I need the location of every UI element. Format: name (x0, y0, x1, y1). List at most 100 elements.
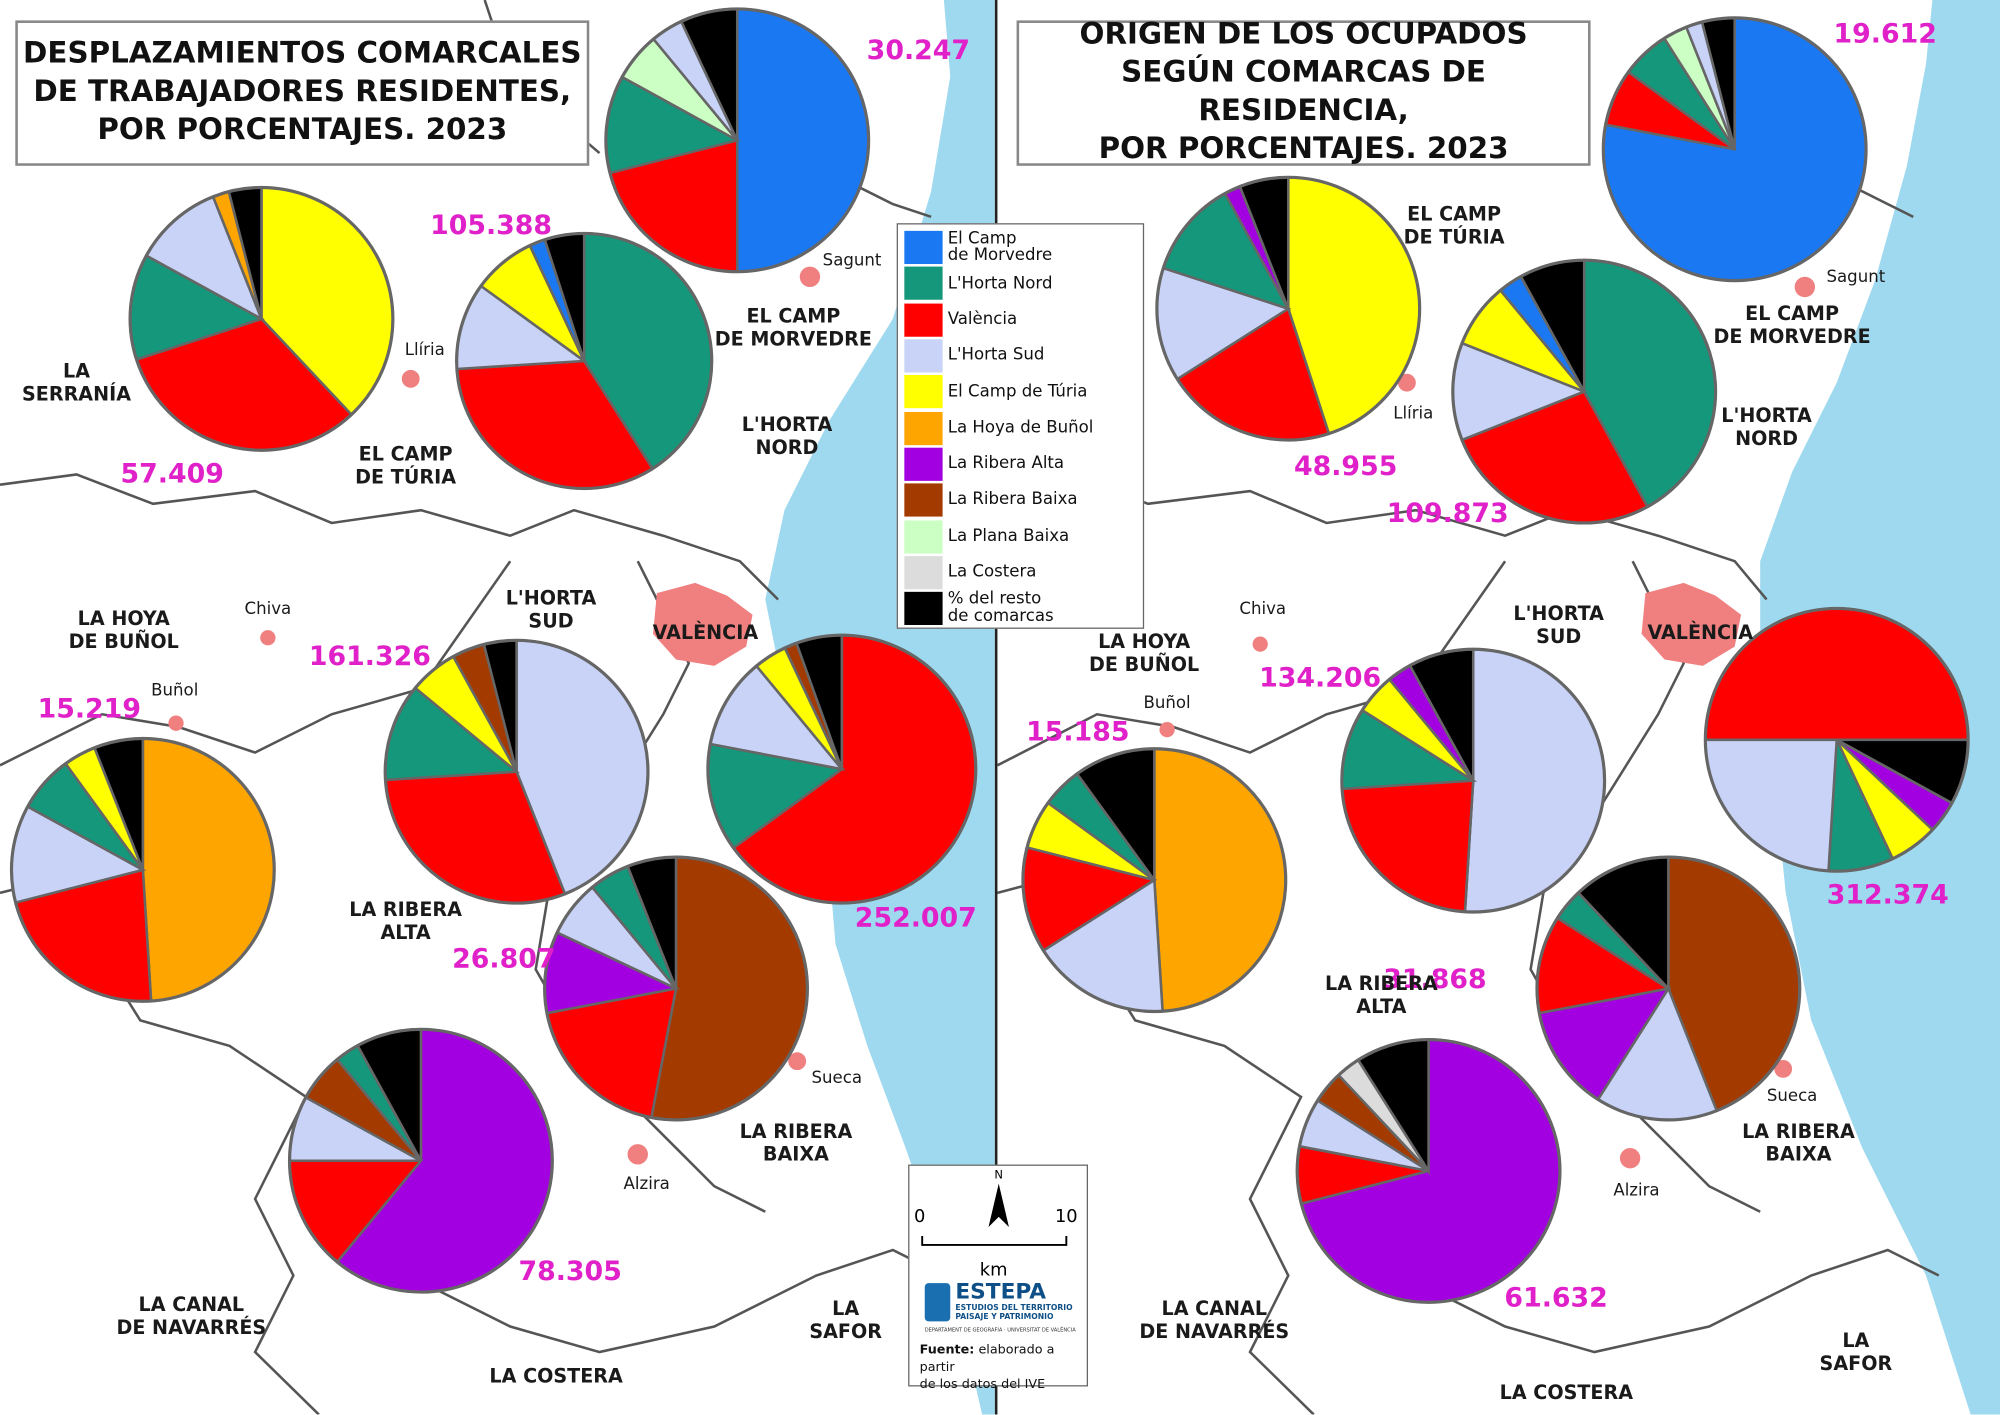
legend-swatch (904, 555, 943, 590)
place-label: VALÈNCIA (1647, 621, 1754, 645)
logo-department: DEPARTAMENT DE GEOGRAFIA · UNIVERSITAT D… (924, 1326, 1076, 1333)
place-label: L'HORTA NORD (741, 413, 833, 460)
pie-slice (1340, 779, 1475, 914)
place-label: Chiva (244, 599, 292, 619)
pie-outline (1021, 747, 1288, 1014)
legend-swatch (904, 375, 943, 409)
place-label: Alzira (1613, 1181, 1660, 1201)
scale-graphic: N 0 10 km (914, 1168, 1078, 1281)
legend-swatch (904, 339, 943, 373)
legend-swatch (904, 519, 943, 553)
legend-item: La Hoya de Buñol (904, 410, 1136, 446)
place-label: Llíria (404, 340, 445, 360)
place-label: Sueca (811, 1069, 862, 1089)
pie-total: 161.326 (308, 640, 431, 672)
pie-outline (1703, 606, 1970, 873)
pie-total: 109.873 (1386, 497, 1509, 529)
place-label: Chiva (1239, 599, 1287, 619)
legend-label: L'Horta Sud (947, 345, 1045, 366)
legend-item: L'Horta Nord (904, 266, 1136, 302)
place-label: LA RIBERA BAIXA (739, 1119, 853, 1166)
pie-slice (141, 737, 276, 1003)
legend-item: L'Horta Sud (904, 338, 1136, 374)
place-label: LA SAFOR (809, 1297, 882, 1344)
place-label: Buñol (151, 681, 199, 701)
place-label: Buñol (1143, 694, 1191, 714)
scale-bar (921, 1235, 1068, 1246)
title: DESPLAZAMIENTOS COMARCALES DE TRABAJADOR… (15, 20, 590, 166)
legend-label: La Plana Baixa (947, 526, 1070, 546)
place-label: LA RIBERA ALTA (1325, 971, 1438, 1018)
pie-slice (1463, 647, 1606, 914)
pie-total: 19.612 (1833, 18, 1937, 49)
place-label: Llíria (1393, 404, 1434, 424)
scale-start: 0 (914, 1206, 925, 1227)
place-label: LA CANAL DE NAVARRÉS (1139, 1297, 1290, 1344)
legend-item: El Camp de Túria (904, 374, 1136, 410)
legend-label: La Ribera Alta (947, 454, 1065, 474)
pie-outline (383, 638, 650, 905)
legend-label: La Ribera Baixa (947, 490, 1078, 510)
pie-total: 57.409 (120, 458, 224, 490)
place-label: L'HORTA NORD (1721, 404, 1812, 451)
place-label: LA HOYA DE BUÑOL (1089, 630, 1200, 677)
legend-label: València (947, 309, 1018, 329)
pie-total: 15.219 (37, 693, 141, 724)
pie-outline (1535, 855, 1802, 1122)
place-label: EL CAMP DE MORVEDRE (1713, 302, 1871, 349)
place-label: VALÈNCIA (652, 621, 759, 645)
logo-subtitle: ESTUDIOS DEL TERRITORIO PAISAJE Y PATRIM… (955, 1303, 1073, 1321)
pie-total: 134.206 (1259, 662, 1382, 694)
place-label: Sagunt (1826, 268, 1886, 288)
pie-outline (455, 231, 714, 491)
place-label: LA HOYA DE BUÑOL (68, 607, 179, 654)
legend-swatch (904, 447, 943, 481)
pie-total: 31.868 (1383, 963, 1487, 995)
pie-outline (287, 1027, 554, 1294)
pie-outline (1601, 16, 1868, 283)
pies (9, 7, 1970, 1304)
pie-total: 78.305 (518, 1255, 622, 1287)
pie-total: 30.247 (866, 34, 971, 66)
place-label: L'HORTA SUD (505, 586, 597, 633)
scale-box: N 0 10 km ESTEPA ESTUDIOS DEL TERRITORIO… (908, 1164, 1089, 1392)
scale-end: 10 (1055, 1206, 1078, 1227)
pie-outline (128, 185, 395, 452)
legend-item: La Ribera Baixa (904, 482, 1136, 518)
place-label: L'HORTA SUD (1513, 602, 1604, 648)
logo-name: ESTEPA (955, 1279, 1047, 1305)
legend-item: La Ribera Alta (904, 446, 1136, 482)
pie-total: 105.388 (430, 209, 553, 241)
legend-item: % del resto de comarcas (904, 591, 1136, 627)
place-label: LA CANAL DE NAVARRÉS (116, 1293, 267, 1340)
legend-swatch (904, 267, 943, 301)
logo-icon (924, 1283, 951, 1322)
place-label: LA RIBERA BAIXA (1742, 1119, 1855, 1166)
legend-label: L'Horta Nord (947, 273, 1053, 293)
pie-outline (1295, 1037, 1562, 1304)
place-label: LA SERRANÍA (21, 359, 132, 406)
source: Fuente: elaborado a partir de los datos … (920, 1342, 1083, 1394)
source-label: Fuente: (919, 1343, 975, 1358)
pie-outline (543, 855, 809, 1122)
place-label: Sueca (1766, 1086, 1818, 1107)
pie-total: 15.185 (1026, 716, 1130, 747)
place-label: LA SAFOR (1819, 1329, 1893, 1375)
north-arrow (988, 1183, 1009, 1228)
pie-total: 26.807 (452, 943, 556, 974)
legend-item: La Costera (904, 554, 1136, 590)
pie-total: 252.007 (854, 902, 977, 933)
legend-swatch (904, 231, 943, 265)
pie-total: 61.632 (1504, 1282, 1608, 1314)
pie-outline (1451, 258, 1718, 525)
legend-label: La Costera (947, 562, 1037, 582)
title: ORIGEN DE LOS OCUPADOS SEGÚN COMARCAS DE… (1016, 18, 1591, 166)
source-text: elaborado a partir de los datos del IVE (919, 1343, 1055, 1392)
pie-outline (1155, 175, 1422, 442)
place-label: Alzira (623, 1175, 670, 1195)
pie-outline (1340, 647, 1607, 914)
pie-slice (1704, 738, 1839, 873)
pie-outline (706, 633, 978, 905)
north-label: N (994, 1168, 1003, 1182)
